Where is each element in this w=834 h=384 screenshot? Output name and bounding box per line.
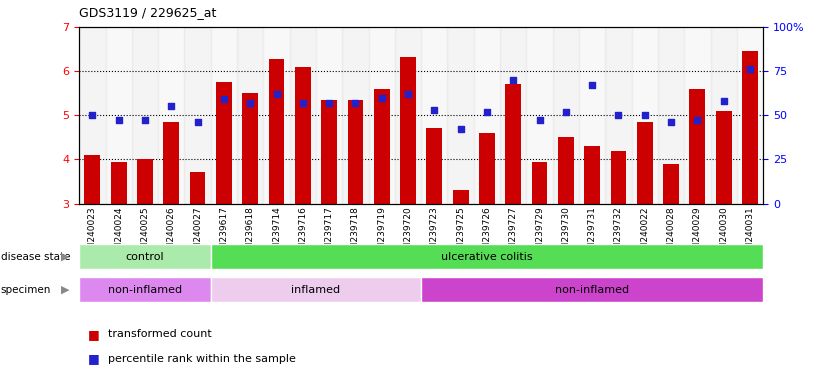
Bar	[189, 172, 205, 204]
Bar	[211, 277, 421, 302]
Bar	[289, 27, 316, 204]
Point	[665, 119, 678, 125]
Point	[480, 109, 494, 115]
Text: inflamed: inflamed	[291, 285, 340, 295]
Bar	[474, 27, 500, 204]
Bar	[553, 27, 579, 204]
Point	[164, 103, 178, 109]
Bar	[505, 84, 521, 204]
Point	[638, 112, 651, 118]
Point	[191, 119, 204, 125]
Point	[270, 91, 284, 97]
Bar	[526, 27, 553, 204]
Bar	[637, 122, 653, 204]
Bar	[106, 27, 132, 204]
Text: ■: ■	[88, 328, 99, 341]
Bar	[421, 27, 448, 204]
Text: disease state: disease state	[1, 252, 70, 262]
Bar	[453, 190, 469, 204]
Point	[428, 107, 441, 113]
Point	[401, 91, 414, 97]
Point	[454, 126, 467, 132]
Bar	[400, 57, 416, 204]
Bar	[111, 162, 127, 204]
Bar	[158, 27, 184, 204]
Text: GDS3119 / 229625_at: GDS3119 / 229625_at	[79, 6, 217, 19]
Bar	[585, 146, 600, 204]
Point	[86, 112, 99, 118]
Bar	[369, 27, 394, 204]
Bar	[184, 27, 211, 204]
Bar	[448, 27, 474, 204]
Bar	[137, 159, 153, 204]
Bar	[663, 164, 679, 204]
Bar	[342, 27, 369, 204]
Bar	[610, 151, 626, 204]
Text: control: control	[126, 252, 164, 262]
Bar	[79, 277, 211, 302]
Text: ▶: ▶	[61, 285, 69, 295]
Point	[743, 66, 756, 72]
Bar	[716, 111, 731, 204]
Point	[112, 118, 125, 124]
Bar	[500, 27, 526, 204]
Point	[296, 100, 309, 106]
Point	[717, 98, 731, 104]
Point	[349, 100, 362, 106]
Bar	[211, 245, 763, 269]
Text: non-inflamed: non-inflamed	[108, 285, 182, 295]
Point	[217, 96, 230, 103]
Bar	[269, 59, 284, 204]
Point	[375, 94, 389, 101]
Point	[138, 118, 152, 124]
Bar	[374, 89, 389, 204]
Bar	[237, 27, 264, 204]
Bar	[79, 27, 106, 204]
Bar	[579, 27, 605, 204]
Bar	[690, 89, 706, 204]
Bar	[479, 133, 495, 204]
Bar	[558, 137, 574, 204]
Point	[506, 77, 520, 83]
Point	[559, 109, 572, 115]
Text: percentile rank within the sample: percentile rank within the sample	[108, 354, 296, 364]
Bar	[132, 27, 158, 204]
Bar	[711, 27, 736, 204]
Text: transformed count: transformed count	[108, 329, 212, 339]
Bar	[79, 245, 211, 269]
Point	[612, 112, 626, 118]
Text: ulcerative colitis: ulcerative colitis	[441, 252, 533, 262]
Bar	[426, 128, 442, 204]
Bar	[394, 27, 421, 204]
Bar	[631, 27, 658, 204]
Bar	[211, 27, 237, 204]
Bar	[736, 27, 763, 204]
Bar	[321, 100, 337, 204]
Bar	[348, 100, 364, 204]
Bar	[316, 27, 342, 204]
Text: specimen: specimen	[1, 285, 51, 295]
Bar	[421, 277, 763, 302]
Text: ▶: ▶	[61, 252, 69, 262]
Bar	[216, 82, 232, 204]
Point	[585, 82, 599, 88]
Point	[533, 118, 546, 124]
Bar	[84, 155, 100, 204]
Bar	[243, 93, 258, 204]
Text: non-inflamed: non-inflamed	[555, 285, 629, 295]
Text: ■: ■	[88, 353, 99, 366]
Bar	[658, 27, 684, 204]
Bar	[295, 67, 311, 204]
Bar	[684, 27, 711, 204]
Bar	[605, 27, 631, 204]
Bar	[742, 51, 758, 204]
Bar	[531, 162, 547, 204]
Bar	[163, 122, 179, 204]
Point	[691, 118, 704, 124]
Point	[323, 100, 336, 106]
Bar	[264, 27, 289, 204]
Point	[244, 100, 257, 106]
